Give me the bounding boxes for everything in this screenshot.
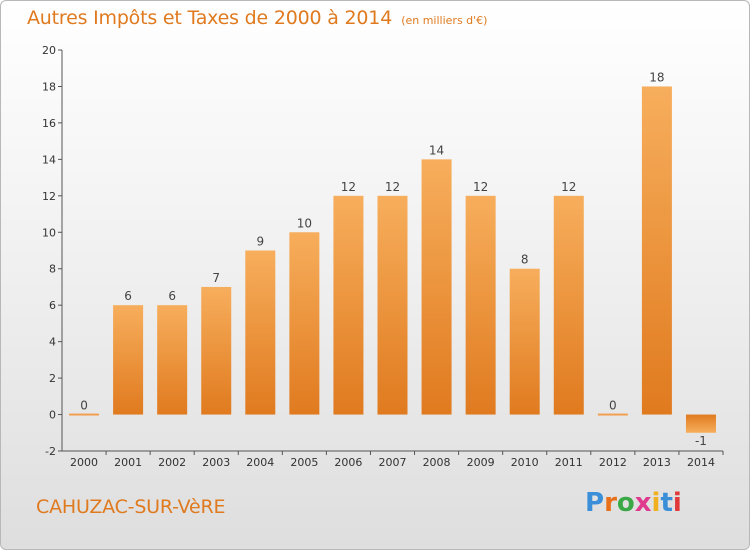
bar — [553, 195, 584, 415]
y-tick-label: 14 — [42, 153, 56, 166]
logo-letter: x — [634, 488, 652, 518]
y-tick-label: 8 — [49, 263, 56, 276]
data-label: 7 — [212, 271, 220, 285]
x-tick-label: 2009 — [467, 456, 495, 469]
data-label: -1 — [695, 434, 707, 448]
logo-letter: r — [604, 488, 617, 518]
x-tick-label: 2001 — [114, 456, 142, 469]
data-label: 0 — [80, 399, 88, 413]
data-label: 10 — [297, 216, 312, 230]
y-tick-label: 16 — [42, 117, 56, 130]
data-label: 12 — [341, 180, 356, 194]
data-label: 8 — [521, 253, 529, 267]
bar — [245, 250, 276, 415]
bars — [69, 86, 716, 433]
y-tick-label: 12 — [42, 190, 56, 203]
y-tick-label: 0 — [49, 409, 56, 422]
bar — [509, 268, 540, 415]
bar — [597, 413, 628, 416]
bar — [333, 195, 364, 415]
labels: 0 6 6 7 9 10 12 12 14 12 8 12 0 18 -1 — [80, 70, 707, 447]
chart-title-row: Autres Impôts et Taxes de 2000 à 2014 (e… — [27, 7, 487, 29]
y-tick-label: 20 — [42, 44, 56, 57]
bar — [69, 413, 100, 416]
x-tick-label: 2003 — [202, 456, 230, 469]
logo-letter: i — [651, 488, 661, 518]
bar — [641, 86, 672, 415]
x-tick-label: 2002 — [158, 456, 186, 469]
data-label: 12 — [385, 180, 400, 194]
x-tick-label: 2010 — [511, 456, 539, 469]
x-tick-label: 2013 — [643, 456, 671, 469]
bar — [685, 414, 716, 433]
logo-letter: t — [660, 488, 673, 518]
data-label: 18 — [649, 70, 664, 84]
bar — [465, 195, 496, 415]
x-tick-label: 2012 — [599, 456, 627, 469]
bar — [201, 286, 232, 415]
data-label: 6 — [124, 289, 132, 303]
y-tick-label: 2 — [49, 372, 56, 385]
x-tick-label: 2006 — [334, 456, 362, 469]
bar — [377, 195, 408, 415]
x-tick-label: 2005 — [290, 456, 318, 469]
x-tick-label: 2007 — [379, 456, 407, 469]
y-tick-label: 6 — [49, 299, 56, 312]
y-tick-label: 18 — [42, 80, 56, 93]
data-label: 6 — [168, 289, 176, 303]
y-tick-label: 10 — [42, 226, 56, 239]
data-label: 14 — [429, 143, 444, 157]
bar — [421, 159, 452, 415]
city-name: CAHUZAC-SUR-VèRE — [36, 496, 226, 518]
axes: -2 0 2 4 6 8 10 12 14 16 18 20 2000 2001 2002 2003 2004 2… — [42, 44, 724, 469]
data-label: 12 — [561, 180, 576, 194]
data-label: 0 — [609, 399, 617, 413]
y-tick-label: -2 — [45, 445, 56, 458]
logo-letter: i — [672, 488, 682, 518]
x-tick-label: 2004 — [246, 456, 274, 469]
x-tick-label: 2008 — [423, 456, 451, 469]
bar — [113, 305, 144, 415]
logo-letter: P — [585, 488, 605, 518]
data-label: 9 — [256, 235, 264, 249]
bar — [289, 232, 320, 415]
x-tick-label: 2014 — [687, 456, 715, 469]
data-label: 12 — [473, 180, 488, 194]
x-tick-label: 2000 — [70, 456, 98, 469]
chart-title: Autres Impôts et Taxes de 2000 à 2014 — [27, 7, 393, 29]
y-tick-label: 4 — [49, 336, 56, 349]
chart-subtitle: (en milliers d'€) — [401, 14, 488, 27]
x-tick-label: 2011 — [555, 456, 583, 469]
bar — [157, 305, 188, 415]
logo-letter: o — [616, 488, 635, 518]
proxiti-logo: Proxiti — [585, 488, 682, 518]
